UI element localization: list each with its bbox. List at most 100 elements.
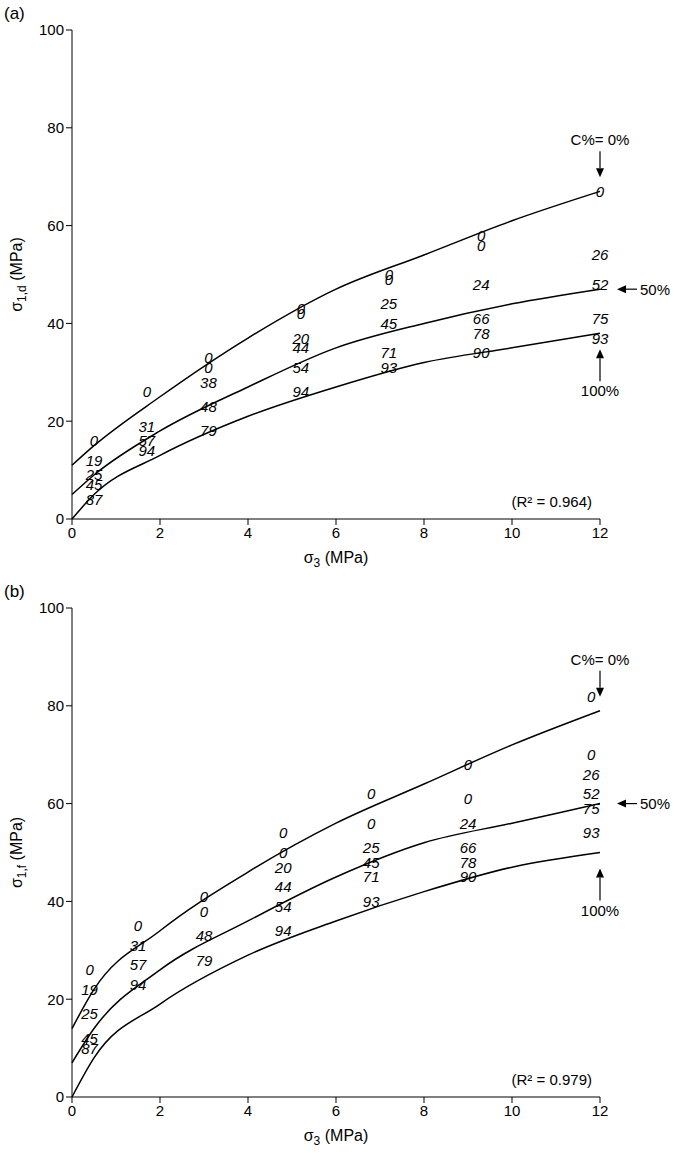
svg-text:57: 57: [138, 432, 156, 450]
svg-text:38: 38: [200, 374, 217, 391]
svg-text:94: 94: [138, 442, 155, 459]
svg-text:(R² = 0.979): (R² = 0.979): [512, 1071, 592, 1088]
svg-text:0: 0: [587, 688, 596, 705]
svg-text:6: 6: [332, 1102, 340, 1119]
svg-text:45: 45: [380, 315, 397, 332]
svg-text:45: 45: [85, 476, 103, 494]
svg-text:0: 0: [367, 785, 376, 802]
svg-text:0: 0: [200, 903, 209, 920]
svg-text:80: 80: [47, 119, 64, 136]
svg-text:0: 0: [143, 383, 152, 400]
svg-text:48: 48: [200, 398, 217, 415]
svg-text:54: 54: [292, 359, 309, 376]
svg-text:24: 24: [459, 815, 477, 832]
svg-text:0: 0: [68, 1102, 76, 1119]
svg-text:48: 48: [196, 927, 213, 944]
svg-text:26: 26: [582, 766, 600, 783]
svg-text:50%: 50%: [640, 281, 670, 298]
svg-text:80: 80: [47, 697, 64, 714]
svg-text:87: 87: [86, 491, 103, 508]
svg-text:60: 60: [47, 217, 64, 234]
svg-text:40: 40: [47, 315, 64, 332]
svg-text:100%: 100%: [581, 382, 619, 399]
svg-text:2: 2: [156, 1102, 164, 1119]
svg-text:25: 25: [85, 466, 103, 484]
svg-text:2: 2: [156, 524, 164, 541]
svg-text:71: 71: [363, 868, 380, 885]
svg-text:40: 40: [47, 893, 64, 910]
svg-text:87: 87: [81, 1040, 98, 1057]
svg-text:44: 44: [275, 878, 292, 895]
svg-text:0: 0: [56, 510, 64, 527]
svg-text:71: 71: [380, 344, 398, 362]
svg-text:20: 20: [47, 413, 64, 430]
svg-text:0: 0: [85, 961, 94, 978]
svg-text:54: 54: [275, 898, 292, 915]
html-text:(b): (b): [4, 582, 25, 601]
svg-text:93: 93: [592, 330, 609, 347]
svg-text:94: 94: [275, 922, 292, 939]
svg-text:24: 24: [472, 276, 490, 293]
svg-text:6: 6: [332, 524, 340, 541]
svg-text:75: 75: [583, 800, 600, 817]
svg-text:52: 52: [592, 276, 609, 293]
html-text:(a): (a): [4, 4, 25, 23]
svg-text:78: 78: [473, 325, 490, 342]
svg-text:20: 20: [292, 329, 310, 347]
svg-text:26: 26: [591, 246, 609, 263]
svg-text:0: 0: [56, 1088, 64, 1105]
svg-text:44: 44: [292, 339, 309, 356]
svg-text:0: 0: [464, 756, 473, 773]
svg-text:10: 10: [504, 524, 521, 541]
svg-text:8: 8: [420, 1102, 428, 1119]
svg-text:90: 90: [473, 344, 490, 361]
svg-text:93: 93: [380, 359, 397, 376]
svg-text:0: 0: [385, 271, 394, 288]
svg-text:12: 12: [592, 524, 609, 541]
svg-text:19: 19: [81, 981, 98, 998]
svg-text:4: 4: [244, 524, 252, 541]
svg-text:σ3 (MPa): σ3 (MPa): [304, 549, 369, 570]
svg-text:94: 94: [130, 976, 147, 993]
svg-text:25: 25: [80, 1005, 98, 1022]
svg-text:0: 0: [68, 524, 76, 541]
svg-text:93: 93: [363, 893, 380, 910]
svg-text:100%: 100%: [581, 902, 619, 919]
svg-text:(R² = 0.964): (R² = 0.964): [512, 493, 592, 510]
svg-text:C%= 0%: C%= 0%: [571, 651, 630, 668]
svg-text:0: 0: [367, 815, 376, 832]
svg-text:0: 0: [596, 183, 605, 200]
svg-text:60: 60: [47, 795, 64, 812]
svg-text:10: 10: [504, 1102, 521, 1119]
svg-text:94: 94: [292, 383, 309, 400]
svg-text:C%= 0%: C%= 0%: [571, 131, 630, 148]
svg-text:75: 75: [592, 310, 609, 327]
svg-text:31: 31: [130, 937, 147, 954]
svg-text:σ3 (MPa): σ3 (MPa): [304, 1127, 369, 1148]
svg-text:0: 0: [587, 746, 596, 763]
svg-text:19: 19: [85, 451, 103, 469]
svg-text:0: 0: [297, 305, 306, 322]
svg-text:20: 20: [47, 991, 64, 1008]
svg-text:100: 100: [39, 21, 64, 38]
svg-text:0: 0: [464, 790, 473, 807]
svg-text:20: 20: [274, 859, 292, 876]
svg-text:50%: 50%: [640, 795, 670, 812]
svg-text:100: 100: [39, 599, 64, 616]
svg-text:12: 12: [592, 1102, 609, 1119]
svg-text:79: 79: [196, 952, 213, 969]
svg-text:0: 0: [477, 237, 486, 254]
svg-text:90: 90: [460, 868, 477, 885]
svg-text:79: 79: [200, 422, 217, 439]
svg-text:31: 31: [138, 417, 156, 435]
svg-text:0: 0: [279, 824, 288, 841]
svg-text:25: 25: [379, 295, 397, 312]
svg-text:0: 0: [90, 432, 99, 449]
svg-text:σ1,f (MPa): σ1,f (MPa): [8, 817, 29, 888]
svg-text:4: 4: [244, 1102, 252, 1119]
svg-text:σ1,d (MPa): σ1,d (MPa): [8, 237, 29, 312]
svg-text:0: 0: [134, 917, 143, 934]
svg-text:93: 93: [583, 824, 600, 841]
svg-text:8: 8: [420, 524, 428, 541]
svg-text:57: 57: [130, 956, 147, 973]
